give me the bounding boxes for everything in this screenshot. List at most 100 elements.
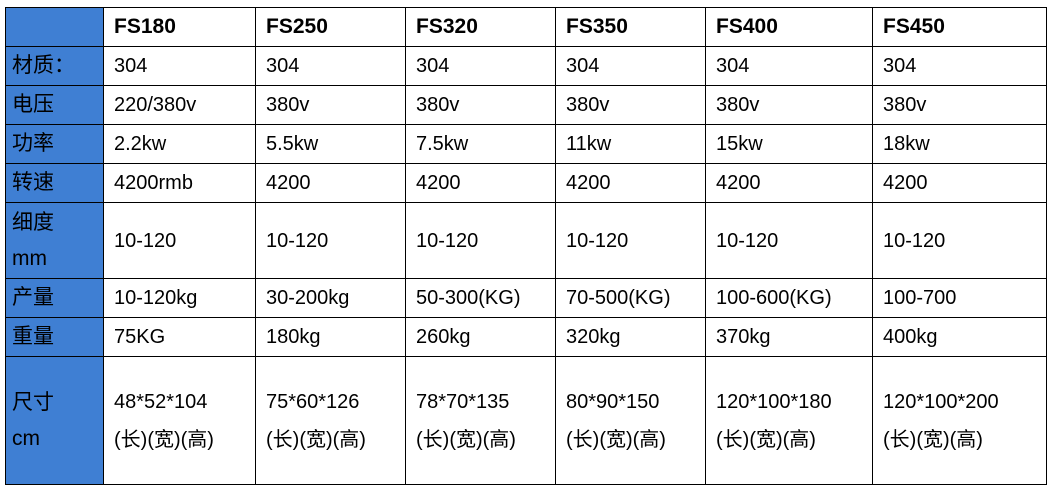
cell-text: (长)(宽)(高) bbox=[114, 428, 214, 451]
column-header-text: FS250 bbox=[266, 15, 328, 38]
table-cell: 380v bbox=[255, 85, 406, 125]
column-header: FS400 bbox=[705, 7, 873, 47]
table-cell: 380v bbox=[705, 85, 873, 125]
cell-text: 380v bbox=[716, 94, 760, 116]
table-cell: 100-700 bbox=[872, 278, 1047, 318]
table-cell: 48*52*104 (长)(宽)(高) bbox=[103, 356, 256, 485]
cell-text: 380v bbox=[566, 94, 610, 116]
table-cell: 304 bbox=[555, 46, 706, 86]
cell-text: (长)(宽)(高) bbox=[416, 428, 516, 451]
table-cell: 260kg bbox=[405, 317, 556, 357]
table-cell: 4200rmb bbox=[103, 163, 256, 203]
cell-text: 304 bbox=[883, 55, 917, 77]
table-cell: 10-120 bbox=[255, 202, 406, 279]
cell-text: 2.2kw bbox=[114, 133, 167, 155]
cell-text: 10-120 bbox=[883, 229, 946, 252]
spec-table: FS180 FS250 FS320 FS350 FS400 FS450 材质： 304 304… bbox=[5, 7, 1047, 485]
cell-text: 304 bbox=[566, 55, 600, 77]
column-header-text: FS320 bbox=[416, 15, 478, 38]
row-label-cell: 材质： bbox=[5, 46, 104, 86]
cell-text: 400kg bbox=[883, 326, 938, 348]
cell-text: 180kg bbox=[266, 326, 321, 348]
cell-text: 5.5kw bbox=[266, 133, 319, 155]
column-header-text: FS400 bbox=[716, 15, 778, 38]
column-header-text: FS350 bbox=[566, 15, 628, 38]
table-cell: 10-120 bbox=[405, 202, 556, 279]
row-label: 电压 bbox=[12, 93, 54, 116]
table-cell: 220/380v bbox=[103, 85, 256, 125]
table-cell: 80*90*150 (长)(宽)(高) bbox=[555, 356, 706, 485]
cell-text: 50-300(KG) bbox=[416, 287, 521, 309]
table-cell: 380v bbox=[555, 85, 706, 125]
table-row: 转速 4200rmb 4200 4200 4200 4200 4200 bbox=[5, 163, 1047, 203]
cell-text: 260kg bbox=[416, 326, 471, 348]
table-cell: 4200 bbox=[255, 163, 406, 203]
cell-text: 11kw bbox=[566, 133, 612, 155]
cell-text: 320kg bbox=[566, 326, 621, 348]
table-row: 产量 10-120kg 30-200kg 50-300(KG) 70-500(KG) 10… bbox=[5, 278, 1047, 318]
row-label: 产量 bbox=[12, 286, 54, 309]
table-cell: 380v bbox=[872, 85, 1047, 125]
column-header: FS450 bbox=[872, 7, 1047, 47]
row-label-cell: 尺寸 cm bbox=[5, 356, 104, 485]
row-label-cell: 细度 mm bbox=[5, 202, 104, 279]
cell-text: (长)(宽)(高) bbox=[566, 428, 666, 451]
table-row: 细度 mm 10-120 10-120 10-120 10-120 10-120 10-120 bbox=[5, 202, 1047, 279]
table-cell: 120*100*180 (长)(宽)(高) bbox=[705, 356, 873, 485]
table-cell: 370kg bbox=[705, 317, 873, 357]
cell-text: 304 bbox=[266, 55, 300, 77]
cell-text: 4200rmb bbox=[114, 172, 193, 194]
row-label-cell: 电压 bbox=[5, 85, 104, 125]
table-cell: 10-120 bbox=[555, 202, 706, 279]
cell-text: 380v bbox=[266, 94, 310, 116]
column-header-text: FS450 bbox=[883, 15, 945, 38]
corner-cell bbox=[5, 7, 104, 47]
cell-text: 120*100*180 bbox=[716, 390, 832, 413]
row-label-cell: 重量 bbox=[5, 317, 104, 357]
table-body: 材质： 304 304 304 304 304 304 电压 220/380v 380v 380v 3… bbox=[5, 46, 1047, 485]
table-row: 电压 220/380v 380v 380v 380v 380v 380v bbox=[5, 85, 1047, 125]
table-cell: 4200 bbox=[405, 163, 556, 203]
cell-text: 4200 bbox=[266, 172, 311, 194]
table-cell: 400kg bbox=[872, 317, 1047, 357]
table-cell: 11kw bbox=[555, 124, 706, 164]
header-row: FS180 FS250 FS320 FS350 FS400 FS450 bbox=[5, 7, 1047, 47]
row-label-cell: 产量 bbox=[5, 278, 104, 318]
row-label: 转速 bbox=[12, 171, 54, 194]
cell-text: 120*100*200 bbox=[883, 390, 999, 413]
table-cell: 78*70*135 (长)(宽)(高) bbox=[405, 356, 556, 485]
row-label-cell: 转速 bbox=[5, 163, 104, 203]
column-header: FS250 bbox=[255, 7, 406, 47]
cell-text: 380v bbox=[883, 94, 927, 116]
table-cell: 18kw bbox=[872, 124, 1047, 164]
table-cell: 15kw bbox=[705, 124, 873, 164]
row-label: 材质： bbox=[12, 54, 75, 77]
row-label: 重量 bbox=[12, 325, 54, 348]
cell-text: 30-200kg bbox=[266, 287, 350, 309]
cell-text: 4200 bbox=[883, 172, 928, 194]
table-cell: 304 bbox=[255, 46, 406, 86]
cell-text: 7.5kw bbox=[416, 133, 469, 155]
table-cell: 120*100*200 (长)(宽)(高) bbox=[872, 356, 1047, 485]
row-label-cell: 功率 bbox=[5, 124, 104, 164]
column-header-text: FS180 bbox=[114, 15, 176, 38]
cell-text: 100-600(KG) bbox=[716, 287, 832, 309]
row-label: 尺寸 bbox=[12, 390, 54, 414]
cell-text: (长)(宽)(高) bbox=[716, 428, 816, 451]
cell-text: (长)(宽)(高) bbox=[266, 428, 366, 451]
row-label: 细度 bbox=[12, 210, 54, 234]
cell-text: 18kw bbox=[883, 133, 930, 155]
column-header: FS180 bbox=[103, 7, 256, 47]
table-cell: 2.2kw bbox=[103, 124, 256, 164]
table-cell: 75*60*126 (长)(宽)(高) bbox=[255, 356, 406, 485]
cell-text: 304 bbox=[416, 55, 450, 77]
cell-text: 78*70*135 bbox=[416, 390, 510, 413]
cell-text: 15kw bbox=[716, 133, 763, 155]
table-cell: 50-300(KG) bbox=[405, 278, 556, 318]
table-cell: 4200 bbox=[555, 163, 706, 203]
table-cell: 4200 bbox=[872, 163, 1047, 203]
cell-text: 4200 bbox=[716, 172, 761, 194]
cell-text: 370kg bbox=[716, 326, 771, 348]
column-header: FS320 bbox=[405, 7, 556, 47]
